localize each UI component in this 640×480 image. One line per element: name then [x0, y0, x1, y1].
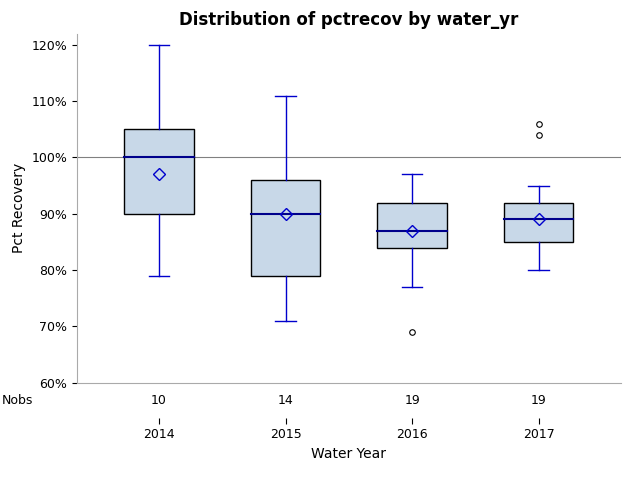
- FancyBboxPatch shape: [124, 129, 194, 214]
- FancyBboxPatch shape: [504, 203, 573, 242]
- FancyBboxPatch shape: [251, 180, 321, 276]
- FancyBboxPatch shape: [377, 203, 447, 248]
- Text: 19: 19: [404, 394, 420, 407]
- Text: 14: 14: [278, 394, 293, 407]
- Title: Distribution of pctrecov by water_yr: Distribution of pctrecov by water_yr: [179, 11, 518, 29]
- Y-axis label: Pct Recovery: Pct Recovery: [12, 163, 26, 253]
- Text: 10: 10: [151, 394, 167, 407]
- X-axis label: Water Year: Water Year: [311, 446, 387, 461]
- Text: Nobs: Nobs: [2, 394, 33, 407]
- Text: 19: 19: [531, 394, 547, 407]
